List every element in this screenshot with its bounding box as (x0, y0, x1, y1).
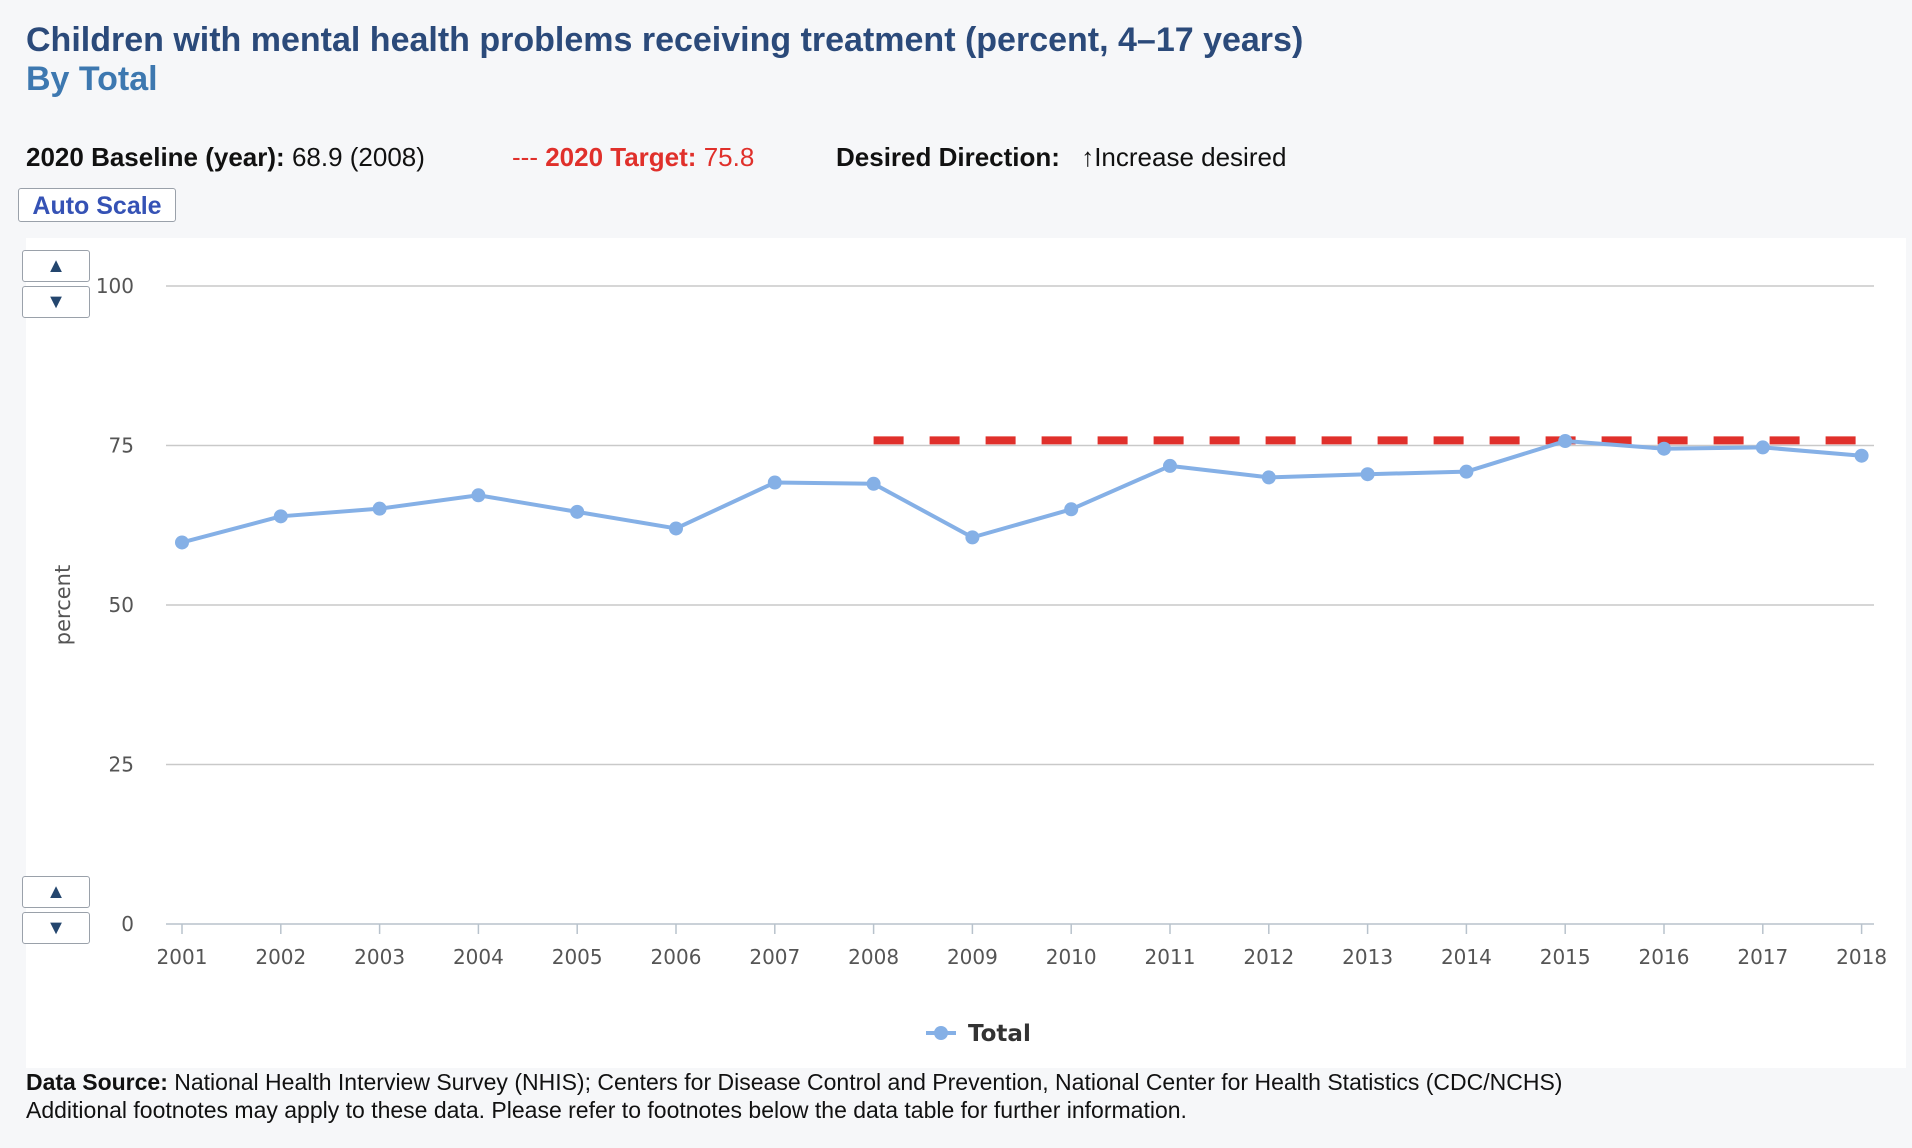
data-point (1854, 448, 1869, 463)
direction-value: Increase desired (1094, 142, 1287, 172)
x-tick-label: 2010 (1046, 945, 1097, 969)
baseline-label: 2020 Baseline (year): (26, 142, 285, 172)
x-tick-label: 2013 (1342, 945, 1393, 969)
data-point (1261, 470, 1276, 485)
data-point (1459, 464, 1474, 479)
data-point (866, 476, 881, 491)
footnote-text: Additional footnotes may apply to these … (26, 1097, 1187, 1123)
data-point (767, 475, 782, 490)
data-point (1360, 467, 1375, 482)
y-tick-label: 0 (121, 912, 134, 936)
triangle-down-icon: ▼ (46, 291, 66, 313)
target-label: 2020 Target: (537, 142, 697, 172)
ymax-up-button[interactable]: ▲ (22, 250, 90, 282)
direction-info: Desired Direction: ↑Increase desired (836, 142, 1286, 172)
x-tick-label: 2014 (1441, 945, 1492, 969)
x-tick-label: 2011 (1145, 945, 1196, 969)
ymax-down-button[interactable]: ▼ (22, 286, 90, 318)
y-tick-label: 100 (96, 274, 134, 298)
ymin-down-button[interactable]: ▼ (22, 912, 90, 944)
x-tick-label: 2003 (354, 945, 405, 969)
x-tick-label: 2004 (453, 945, 504, 969)
y-axis-title: percent (51, 565, 75, 645)
x-tick-label: 2009 (947, 945, 998, 969)
data-point (273, 509, 288, 524)
direction-label: Desired Direction: (836, 142, 1060, 172)
data-point (1558, 434, 1573, 449)
x-tick-label: 2018 (1836, 945, 1887, 969)
x-tick-label: 2015 (1540, 945, 1591, 969)
x-tick-label: 2001 (157, 945, 208, 969)
chart-area: ▲ ▼ ▲ ▼ 0 25 50 75 100 2001 2002 2003 2004 2005 20… (22, 238, 1906, 1068)
y-tick-label: 25 (109, 753, 134, 777)
data-point (1657, 441, 1671, 456)
data-source-text: National Health Interview Survey (NHIS);… (167, 1069, 1563, 1095)
data-source: Data Source: National Health Interview S… (26, 1068, 1562, 1096)
series-line-total (181, 439, 1862, 545)
chart-subtitle: By Total (26, 60, 158, 98)
data-point (669, 521, 683, 536)
data-point (965, 530, 980, 545)
x-tick-label: 2016 (1639, 945, 1690, 969)
x-tick-label: 2007 (749, 945, 800, 969)
legend-label: Total (968, 1021, 1031, 1047)
line-chart: 0 25 50 75 100 2001 2002 2003 2004 2005 2006 2007 20… (51, 274, 1887, 1047)
target-value: 75.8 (696, 142, 755, 172)
y-tick-label: 50 (109, 593, 134, 617)
x-tick-label: 2002 (255, 945, 306, 969)
ymin-up-button[interactable]: ▲ (22, 876, 90, 908)
legend-marker-icon (934, 1026, 948, 1040)
data-point (471, 488, 486, 503)
data-point (1163, 458, 1177, 473)
triangle-up-icon: ▲ (46, 881, 66, 903)
x-tick-label: 2017 (1737, 945, 1788, 969)
up-arrow-icon: ↑ (1081, 142, 1095, 172)
baseline-value: 68.9 (2008) (284, 142, 425, 172)
data-point (570, 504, 585, 519)
triangle-down-icon: ▼ (46, 917, 66, 939)
target-info: --- 2020 Target: 75.8 (512, 142, 754, 172)
data-source-label: Data Source: (26, 1069, 168, 1095)
data-point (1064, 502, 1079, 517)
auto-scale-button[interactable]: Auto Scale (18, 188, 176, 222)
triangle-up-icon: ▲ (46, 255, 66, 277)
target-dash-icon: --- (512, 142, 538, 172)
chart-title: Children with mental health problems rec… (26, 21, 1304, 59)
data-point (1755, 440, 1770, 455)
y-tick-label: 75 (109, 434, 134, 458)
x-tick-label: 2006 (651, 945, 702, 969)
data-point (175, 535, 189, 550)
baseline-info: 2020 Baseline (year): 68.9 (2008) (26, 142, 425, 172)
x-tick-label: 2008 (848, 945, 899, 969)
data-point (372, 501, 387, 516)
x-tick-label: 2012 (1243, 945, 1294, 969)
x-tick-label: 2005 (552, 945, 603, 969)
